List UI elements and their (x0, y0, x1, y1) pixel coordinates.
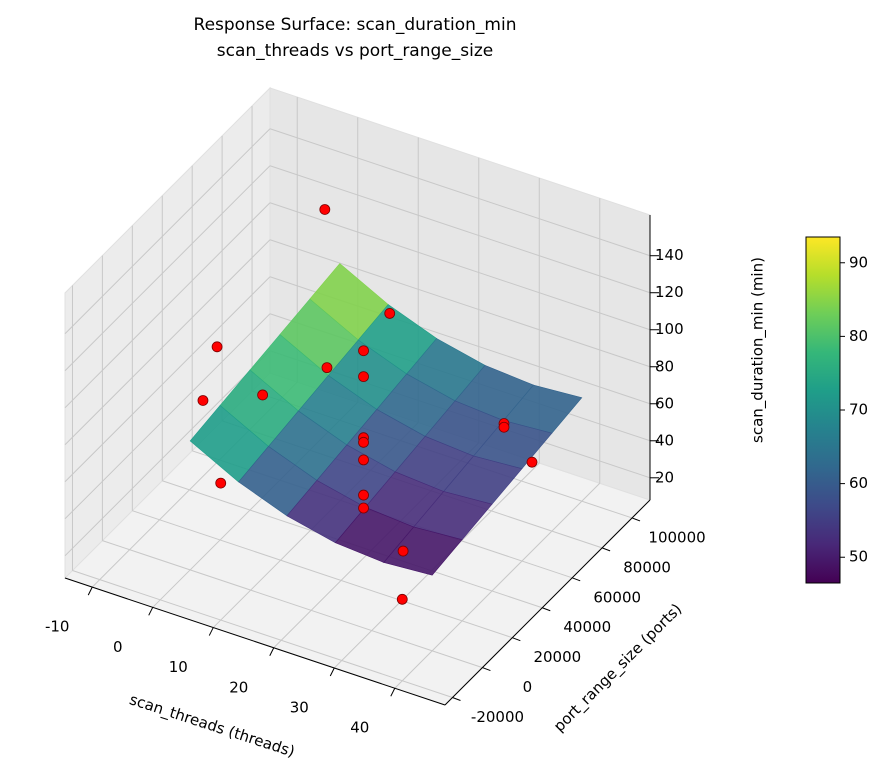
grid-line (269, 165, 651, 294)
data-point (358, 489, 369, 501)
data-point (358, 345, 369, 357)
y-tick (572, 577, 581, 582)
data-point (397, 545, 409, 557)
y-axis (444, 499, 651, 706)
data-point (215, 477, 227, 489)
x-tick-label: 20 (229, 678, 248, 696)
data-point (498, 421, 510, 433)
grid-line (64, 165, 271, 372)
y-tick (601, 547, 611, 552)
data-point (358, 371, 369, 383)
x-tick (87, 586, 93, 596)
grid-line (394, 482, 601, 689)
z-tick-label: 20 (655, 468, 674, 486)
grid-line (64, 239, 271, 446)
data-point (358, 436, 369, 448)
grid-line (72, 570, 453, 698)
grid-line (102, 540, 483, 669)
grid-line (64, 202, 271, 409)
data-point (319, 204, 331, 215)
x-axis-label: scan_threads (threads) (127, 690, 297, 761)
y-tick (542, 607, 551, 612)
y-tick (512, 637, 521, 642)
x-tick-label: -10 (45, 618, 70, 636)
y-tick-label: 80000 (623, 558, 671, 576)
data-point (526, 456, 538, 468)
x-tick (329, 667, 335, 677)
y-tick (452, 697, 461, 701)
z-tick-label: 80 (655, 357, 674, 375)
x-tick (269, 647, 275, 656)
grid-line (64, 350, 271, 557)
data-point (396, 593, 408, 605)
x-tick-label: 0 (113, 638, 123, 656)
data-point (358, 454, 369, 466)
data-point (211, 341, 223, 353)
chart-title: Response Surface: scan_duration_min (194, 15, 517, 35)
colorbar-tick-label: 70 (849, 401, 868, 419)
data-point (384, 308, 396, 319)
grid-line (269, 239, 651, 368)
x-tick (148, 607, 154, 616)
y-tick-label: 60000 (593, 588, 641, 606)
grid-line (269, 202, 651, 331)
x-tick (390, 687, 396, 697)
y-tick (631, 517, 641, 522)
grid-line (269, 128, 651, 257)
x-tick-label: 10 (169, 658, 188, 676)
chart-subtitle: scan_threads vs port_range_size (217, 41, 493, 61)
colorbar-tick-label: 60 (849, 474, 868, 492)
x-tick (208, 627, 214, 636)
x-tick-label: 30 (290, 698, 309, 716)
y-tick (482, 667, 491, 672)
grid-line (64, 313, 271, 520)
y-tick-label: 20000 (533, 648, 581, 666)
colorbar-tick-label: 80 (849, 327, 868, 345)
grid-line (132, 510, 513, 639)
data-point (358, 502, 369, 514)
z-tick-label: 120 (655, 283, 684, 301)
surface-patch (383, 526, 463, 576)
z-tick-label: 60 (655, 394, 674, 412)
colorbar-tick-label: 90 (849, 253, 868, 271)
data-point (257, 389, 269, 401)
z-tick-label: 100 (655, 320, 684, 338)
z-tick-label: 40 (655, 431, 674, 449)
y-tick-label: 40000 (563, 618, 611, 636)
z-tick-label: 140 (655, 246, 684, 264)
z-axis-label: scan_duration_min (min) (749, 257, 768, 443)
x-tick-label: 40 (350, 719, 369, 737)
colorbar (805, 236, 841, 584)
data-point (197, 395, 209, 406)
data-point (321, 362, 333, 374)
y-tick-label: 100000 (648, 528, 705, 546)
grid-line (64, 128, 271, 335)
x-axis (64, 577, 446, 706)
colorbar-tick-label: 50 (849, 548, 868, 566)
grid-line (64, 276, 271, 483)
y-tick-label: 0 (523, 678, 533, 696)
y-tick-label: -20000 (471, 708, 524, 726)
